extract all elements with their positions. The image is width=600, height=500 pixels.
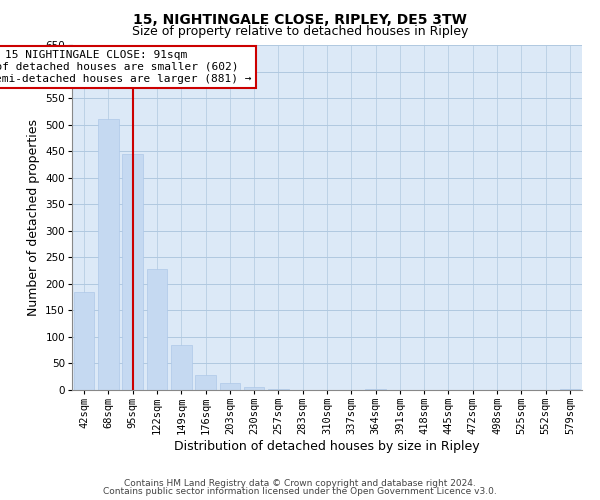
Text: 15 NIGHTINGALE CLOSE: 91sqm
← 40% of detached houses are smaller (602)
59% of se: 15 NIGHTINGALE CLOSE: 91sqm ← 40% of det… [0,50,251,84]
Bar [268,389,289,390]
Text: 15, NIGHTINGALE CLOSE, RIPLEY, DE5 3TW: 15, NIGHTINGALE CLOSE, RIPLEY, DE5 3TW [133,12,467,26]
Text: Contains HM Land Registry data © Crown copyright and database right 2024.: Contains HM Land Registry data © Crown c… [124,478,476,488]
Bar [74,292,94,390]
X-axis label: Distribution of detached houses by size in Ripley: Distribution of detached houses by size … [174,440,480,453]
Text: Size of property relative to detached houses in Ripley: Size of property relative to detached ho… [132,25,468,38]
Bar [122,154,143,390]
Bar [220,383,240,390]
Bar [244,388,265,390]
Bar [171,345,191,390]
Bar [98,120,119,390]
Bar [195,374,216,390]
Text: Contains public sector information licensed under the Open Government Licence v3: Contains public sector information licen… [103,487,497,496]
Bar [146,269,167,390]
Y-axis label: Number of detached properties: Number of detached properties [27,119,40,316]
